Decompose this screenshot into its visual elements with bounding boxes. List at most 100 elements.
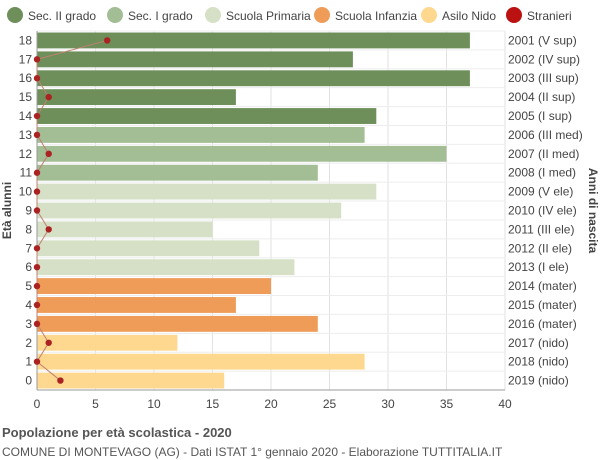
bar <box>37 202 342 219</box>
y-tick-label-birth: 2003 (III sup) <box>508 71 579 85</box>
bar <box>37 221 213 238</box>
stranieri-point <box>33 188 41 195</box>
bar <box>37 315 318 332</box>
legend-marker <box>205 7 221 23</box>
y-tick-label-age: 7 <box>25 241 32 255</box>
y-tick-label-age: 4 <box>25 298 32 312</box>
bar <box>37 164 318 181</box>
x-tick-label: 10 <box>147 397 161 411</box>
stranieri-point <box>33 245 41 252</box>
x-tick-label: 15 <box>206 397 220 411</box>
legend-label: Asilo Nido <box>442 9 496 23</box>
y-tick-label-birth: 2011 (III ele) <box>508 222 574 236</box>
y-tick-label-age: 8 <box>25 222 32 236</box>
stranieri-point <box>33 282 41 290</box>
y-tick-label-birth: 2006 (III med) <box>508 128 583 142</box>
stranieri-point <box>45 226 52 233</box>
y-tick-label-birth: 2002 (IV sup) <box>508 52 580 66</box>
legend-marker <box>107 7 123 23</box>
y-axis-title-right: Anni di nascita <box>586 168 600 254</box>
bar <box>37 183 377 200</box>
bar <box>37 240 260 257</box>
stranieri-point <box>33 358 41 365</box>
legend-marker <box>421 7 437 23</box>
stranieri-point <box>33 207 41 214</box>
y-tick-label-age: 0 <box>25 374 32 388</box>
x-tick-label: 35 <box>440 397 454 411</box>
y-tick-label-birth: 2014 (mater) <box>508 279 577 293</box>
bar <box>37 334 178 351</box>
y-tick-label-birth: 2007 (II med) <box>508 147 579 161</box>
y-tick-label-birth: 2001 (V sup) <box>508 33 577 47</box>
y-tick-label-birth: 2010 (IV ele) <box>508 204 577 218</box>
x-tick-label: 25 <box>323 397 337 411</box>
stranieri-point <box>33 263 41 271</box>
stranieri-point <box>33 169 41 176</box>
y-tick-label-age: 16 <box>19 71 33 85</box>
chart-title: Popolazione per età scolastica - 2020 <box>2 425 232 440</box>
bar <box>37 145 447 162</box>
stranieri-point <box>33 112 41 120</box>
y-tick-label-birth: 2019 (nido) <box>508 374 569 388</box>
bar <box>37 32 470 49</box>
stranieri-point <box>45 93 52 101</box>
stranieri-point <box>45 150 52 158</box>
x-tick-label: 20 <box>264 397 278 411</box>
y-tick-label-age: 6 <box>25 260 32 274</box>
y-tick-label-age: 1 <box>25 355 32 369</box>
bar <box>37 51 353 68</box>
legend-marker <box>506 7 522 23</box>
x-tick-label: 5 <box>92 397 99 411</box>
bar <box>37 89 236 106</box>
y-tick-label-birth: 2004 (II sup) <box>508 90 575 104</box>
y-tick-label-birth: 2017 (nido) <box>508 336 569 350</box>
y-axis-title-left: Età alunni <box>0 182 14 239</box>
legend-marker <box>7 7 23 23</box>
legend-marker <box>314 7 330 23</box>
y-tick-label-age: 13 <box>19 128 33 142</box>
legend-label: Scuola Infanzia <box>335 9 417 23</box>
stranieri-point <box>104 37 111 44</box>
y-tick-label-age: 11 <box>20 166 33 180</box>
bar <box>37 353 365 370</box>
bar <box>37 259 295 276</box>
y-tick-label-age: 9 <box>25 204 32 218</box>
legend-label: Sec. I grado <box>128 9 193 23</box>
stranieri-point <box>33 131 41 139</box>
y-tick-label-birth: 2012 (II ele) <box>508 241 572 255</box>
x-tick-label: 40 <box>498 397 512 411</box>
y-tick-label-birth: 2013 (I ele) <box>508 260 569 274</box>
bar <box>37 297 236 313</box>
y-tick-label-birth: 2009 (V ele) <box>508 185 573 199</box>
y-tick-label-age: 15 <box>19 90 33 104</box>
y-tick-label-age: 12 <box>19 147 33 161</box>
bar <box>37 108 377 124</box>
x-tick-label: 0 <box>34 397 41 411</box>
bar <box>37 372 225 389</box>
legend-label: Scuola Primaria <box>226 9 311 23</box>
chart-source: COMUNE DI MONTEVAGO (AG) - Dati ISTAT 1°… <box>2 445 503 459</box>
y-tick-label-age: 17 <box>19 52 33 66</box>
bar <box>37 126 365 143</box>
y-tick-label-age: 10 <box>19 185 33 199</box>
y-tick-label-birth: 2016 (mater) <box>508 317 577 331</box>
x-tick-label: 30 <box>381 397 395 411</box>
y-tick-label-birth: 2008 (I med) <box>508 166 576 180</box>
stranieri-point <box>33 320 41 328</box>
y-tick-label-age: 14 <box>19 109 33 123</box>
y-tick-label-birth: 2018 (nido) <box>508 355 569 369</box>
legend-label: Sec. II grado <box>28 9 96 23</box>
stranieri-point <box>33 75 41 82</box>
stranieri-point <box>33 301 41 309</box>
stranieri-point <box>33 56 41 63</box>
stranieri-point <box>57 377 64 384</box>
bar <box>37 70 470 87</box>
y-tick-label-age: 3 <box>25 317 32 331</box>
y-tick-label-age: 18 <box>19 33 33 47</box>
y-tick-label-age: 5 <box>25 279 32 293</box>
bar <box>37 278 271 295</box>
y-tick-label-age: 2 <box>25 336 32 350</box>
y-tick-label-birth: 2015 (mater) <box>508 298 577 312</box>
y-tick-label-birth: 2005 (I sup) <box>508 109 572 123</box>
